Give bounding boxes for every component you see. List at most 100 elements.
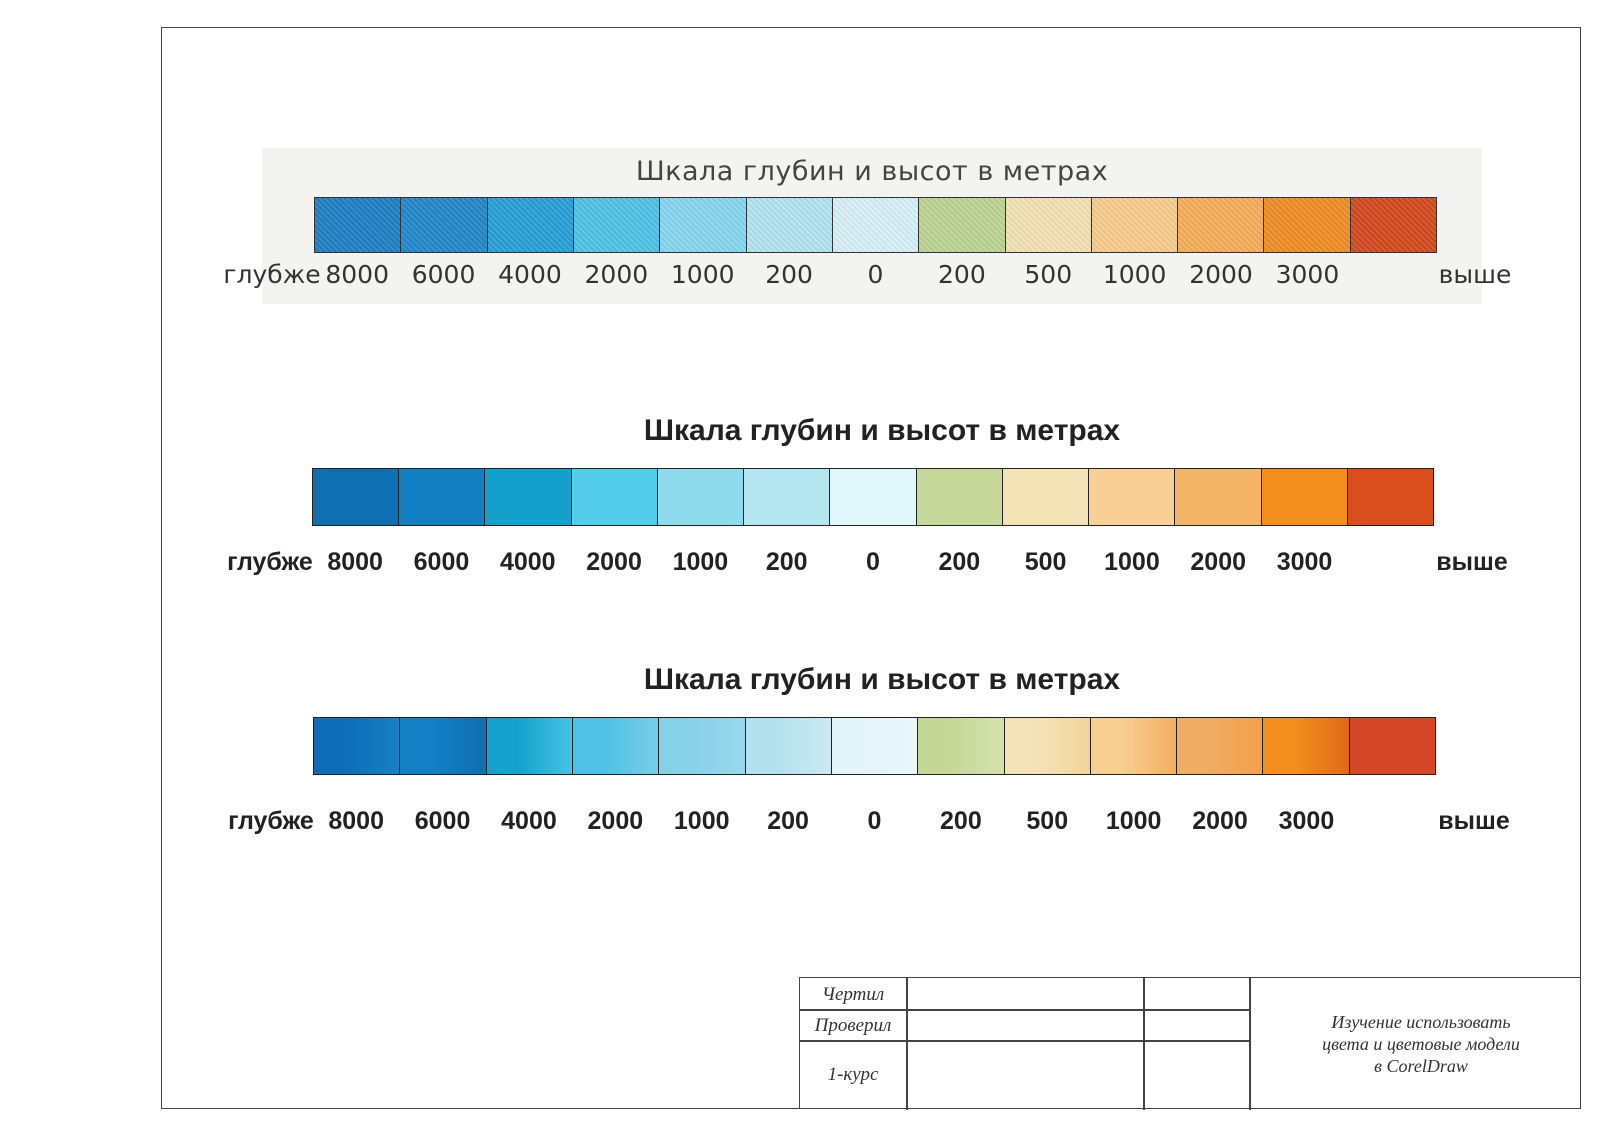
scale-value-label: 4000: [498, 260, 562, 289]
title-block-divider: [800, 1009, 1249, 1011]
drawn-by-label: Чертил: [821, 984, 885, 1005]
scale-value-label: 8000: [327, 548, 383, 576]
color-cell: [919, 198, 1006, 252]
scale-value-label: 3000: [1276, 548, 1333, 576]
color-cell: [745, 718, 832, 774]
color-cell: [487, 198, 574, 252]
course-label: 1-курс: [827, 1064, 879, 1085]
scale-labels: глубже 8000 6000 4000 2000 1000 200 0 200 500 1000…: [223, 260, 1511, 290]
scale-value-label: 8000: [325, 260, 389, 289]
color-cell: [1002, 469, 1090, 525]
scale-value-label: 1000: [672, 548, 729, 576]
scale-value-label: 200: [940, 807, 982, 835]
color-strip: [313, 717, 1436, 775]
title-block-divider: [1143, 978, 1145, 1110]
depth-height-scale-scanned: Шкала глубин и высот в метрах глубже 8000…: [223, 148, 1511, 304]
scale-value-label: 0: [866, 548, 880, 576]
label-higher: выше: [1436, 548, 1508, 576]
scale-value-label: 2000: [584, 260, 649, 289]
color-strip: [312, 468, 1434, 526]
color-cell: [400, 718, 487, 774]
depth-height-scale-gradient: Шкала глубин и высот в метрах глубже 8000…: [228, 657, 1510, 837]
scale-value-label: 6000: [411, 260, 476, 289]
scale-value-label: 4000: [501, 807, 557, 835]
color-cell: [571, 469, 658, 525]
color-cell: [746, 198, 833, 252]
color-cell: [1004, 718, 1091, 774]
scale-value-label: 200: [765, 260, 813, 289]
label-deeper: глубже: [227, 548, 313, 576]
scale-value-label: 1000: [670, 260, 735, 289]
scale-value-label: 200: [938, 260, 986, 289]
color-cell: [830, 469, 917, 525]
scale-value-label: 2000: [1190, 548, 1247, 576]
color-cell: [1349, 718, 1436, 774]
scale-labels: глубже 8000 6000 4000 2000 1000 200 0 200 500 1000…: [227, 548, 1508, 578]
label-deeper: глубже: [228, 807, 314, 835]
scale-value-label: 500: [1026, 807, 1069, 835]
color-cell: [1264, 198, 1351, 252]
color-cell: [916, 469, 1003, 525]
color-cell: [315, 198, 402, 252]
color-cell: [832, 198, 920, 252]
color-cell: [314, 718, 401, 774]
checked-by-label: Проверил: [814, 1015, 892, 1036]
scale-value-label: 0: [867, 260, 884, 289]
color-cell: [1350, 198, 1437, 252]
color-cell: [313, 469, 400, 525]
title-block-description: Изучение использовать цвета и цветовые м…: [1260, 978, 1582, 1110]
title-block-divider: [800, 1040, 1249, 1042]
description-line: цвета и цветовые модели: [1322, 1034, 1520, 1054]
color-cell: [1178, 198, 1265, 252]
color-cell: [659, 718, 746, 774]
color-cell: [486, 718, 573, 774]
scale-value-label: 0: [867, 807, 882, 835]
scale-title: Шкала глубин и высот в метрах: [643, 414, 1121, 447]
color-cell: [573, 198, 661, 252]
color-cell: [1089, 469, 1176, 525]
scale-title: Шкала глубин и высот в метрах: [635, 156, 1109, 187]
scale-value-label: 1000: [1105, 807, 1162, 835]
color-cell: [1091, 198, 1179, 252]
color-cell: [660, 198, 747, 252]
label-higher: выше: [1438, 807, 1510, 835]
label-higher: выше: [1438, 260, 1512, 289]
scale-value-label: 2000: [586, 548, 642, 576]
scale-value-label: 2000: [1192, 807, 1248, 835]
scale-value-label: 3000: [1275, 260, 1340, 289]
scale-value-label: 500: [1024, 548, 1067, 576]
color-cell: [1263, 718, 1350, 774]
scale-value-label: 8000: [328, 807, 384, 835]
description-line: в CorelDraw: [1374, 1056, 1468, 1076]
title-block: Чертил Проверил 1-курс Изучение использо…: [799, 977, 1582, 1110]
scale-value-label: 6000: [414, 807, 471, 835]
title-block-divider: [906, 978, 908, 1110]
label-deeper: глубже: [223, 260, 321, 289]
scale-value-label: 1000: [1104, 548, 1160, 576]
scale-value-label: 200: [767, 807, 809, 835]
scale-value-label: 4000: [499, 548, 556, 576]
scale-title: Шкала глубин и высот в метрах: [643, 663, 1121, 696]
color-cell: [1175, 469, 1262, 525]
color-cell: [572, 718, 660, 774]
scale-value-label: 1000: [673, 807, 730, 835]
scale-value-label: 2000: [587, 807, 644, 835]
description-line: Изучение использовать: [1331, 1012, 1511, 1032]
color-cell: [918, 718, 1005, 774]
color-cell: [831, 718, 919, 774]
color-cell: [657, 469, 745, 525]
color-cell: [1347, 469, 1434, 525]
scale-labels: глубже 8000 6000 4000 2000 1000 200 0 200 500 1000…: [228, 807, 1510, 837]
title-block-divider: [1249, 978, 1251, 1110]
color-cell: [485, 469, 572, 525]
color-cell: [399, 469, 486, 525]
color-cell: [1005, 198, 1092, 252]
color-cell: [1261, 469, 1348, 525]
scale-value-label: 1000: [1102, 260, 1167, 289]
scale-value-label: 200: [938, 548, 981, 576]
color-strip: [314, 197, 1437, 253]
color-cell: [1090, 718, 1178, 774]
scale-value-label: 200: [765, 548, 808, 576]
depth-height-scale-flat: Шкала глубин и высот в метрах глубже 8000…: [227, 410, 1508, 580]
color-cell: [744, 469, 831, 525]
